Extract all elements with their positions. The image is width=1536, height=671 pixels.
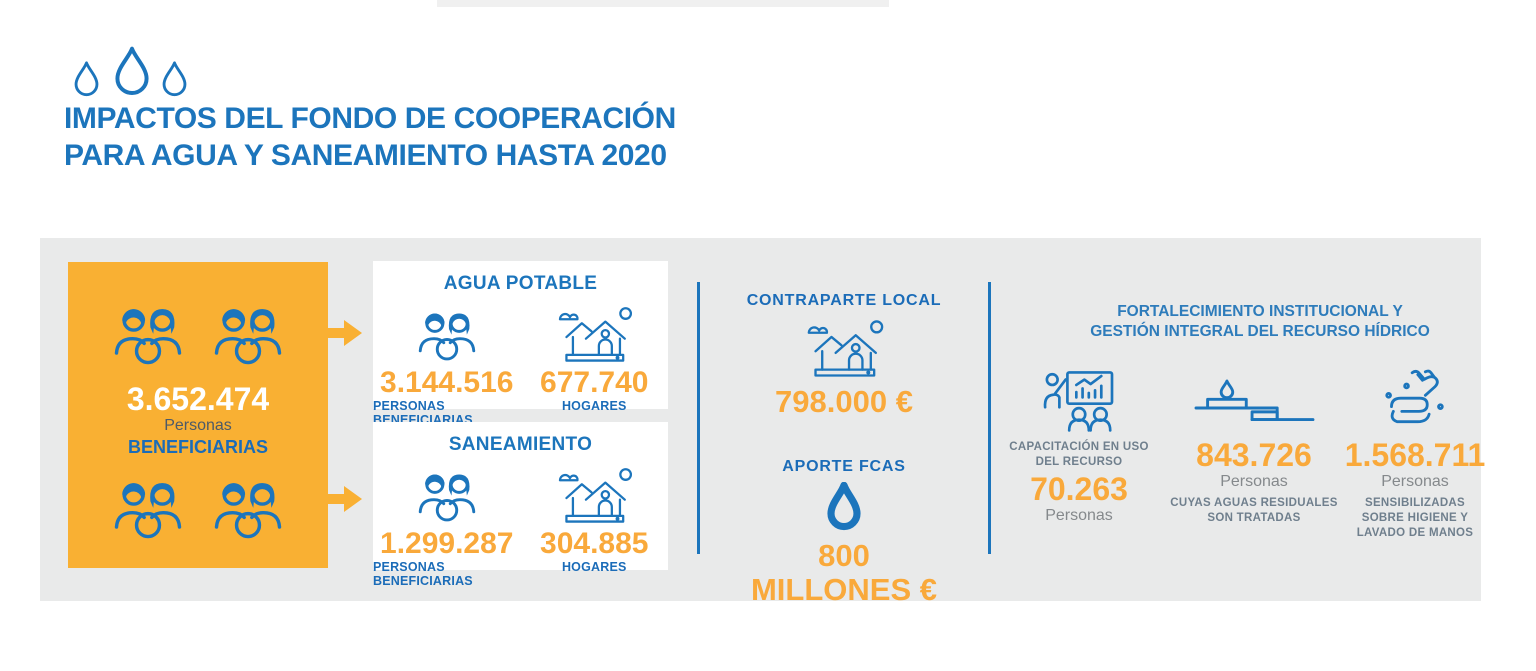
capacitacion-value: 70.263 [1030,471,1128,507]
aguas-tratadas-unit: Personas [1220,473,1288,490]
vertical-divider [697,282,700,554]
saneamiento-hogares-label: HOGARES [561,560,627,574]
family-icon [411,462,483,524]
saneamiento-card: SANEAMIENTO 1.299.287 PERSONAS BENEFICIA… [373,422,668,588]
family-icons-row [106,470,290,542]
aporte-fcas-unit: MILLONES € [750,572,937,607]
impact-panel: 3.652.474 Personas BENEFICIARIAS AGUA PO… [40,238,1485,607]
institutional-section-title: FORTALECIMIENTO INSTITUCIONAL Y GESTIÓN … [1090,303,1430,340]
agua-potable-card: AGUA POTABLE 3.144.516 PERSONAS BENEFICI… [373,261,668,427]
funding-section: CONTRAPARTE LOCAL 798.000 € APORTE FCAS … [700,282,988,607]
beneficiaries-unit: Personas [164,417,232,434]
house-icon [555,462,633,524]
saneamiento-stats: 1.299.287 PERSONAS BENEFICIARIAS 304.885… [373,462,668,588]
saneamiento-personas-value: 1.299.287 [380,527,514,560]
beneficiaries-box: 3.652.474 Personas BENEFICIARIAS [68,262,328,568]
agua-potable-hogares-value: 677.740 [540,366,649,399]
beneficiaries-label: BENEFICIARIAS [127,437,268,457]
house-icon [700,316,988,383]
saneamiento-hogares-value: 304.885 [540,527,649,560]
aguas-tratadas-label: CUYAS AGUAS RESIDUALES SON TRATADAS [1170,497,1338,524]
agua-potable-hogares-label: HOGARES [561,399,627,413]
family-icon [206,296,290,368]
family-icon [106,296,190,368]
capacitacion-label: CAPACITACIÓN EN USO DEL RECURSO [1009,441,1149,468]
saneamiento-hogares-stat: 304.885 HOGARES [521,462,669,588]
sensibilizadas-stat: 1.568.711 Personas SENSIBILIZADAS SOBRE … [1340,366,1490,541]
sensibilizadas-label: SENSIBILIZADAS SOBRE HIGIENE Y LAVADO DE… [1356,497,1474,539]
water-drop-icon [700,482,988,539]
hand-washing-icon [1379,366,1451,436]
sensibilizadas-unit: Personas [1381,473,1449,490]
house-icon [555,301,633,363]
family-icon [106,470,190,542]
vertical-divider [988,282,991,554]
family-icon [206,470,290,542]
capacitacion-unit: Personas [1045,507,1113,524]
right-arrow-icon [324,484,362,514]
training-icon [1040,366,1118,436]
contraparte-local-value: 798.000 € [775,384,913,419]
right-arrow-icon [324,318,362,348]
agua-potable-hogares-stat: 677.740 HOGARES [521,301,669,427]
aguas-tratadas-stat: 843.726 Personas CUYAS AGUAS RESIDUALES … [1168,366,1340,541]
aguas-tratadas-value: 843.726 [1196,437,1312,473]
institutional-stats: CAPACITACIÓN EN USO DEL RECURSO 70.263 P… [990,366,1490,541]
water-drops-icon [74,46,187,97]
top-divider-strip [437,0,889,7]
agua-potable-stats: 3.144.516 PERSONAS BENEFICIARIAS 677.740… [373,301,668,427]
family-icons-row [106,296,290,368]
beneficiaries-total-value: 3.652.474 [126,381,270,417]
sensibilizadas-value: 1.568.711 [1344,437,1486,473]
agua-potable-title: AGUA POTABLE [443,273,598,294]
aporte-fcas-title: APORTE FCAS [782,458,906,475]
aporte-fcas-value: 800 [818,538,870,573]
agua-potable-personas-value: 3.144.516 [380,366,514,399]
saneamiento-title: SANEAMIENTO [448,434,593,455]
page-title: IMPACTOS DEL FONDO DE COOPERACIÓN PARA A… [64,102,676,172]
water-treatment-icon [1185,380,1323,436]
contraparte-local-title: CONTRAPARTE LOCAL [746,292,942,309]
family-icon [411,301,483,363]
saneamiento-personas-stat: 1.299.287 PERSONAS BENEFICIARIAS [373,462,521,588]
saneamiento-personas-label: PERSONAS BENEFICIARIAS [373,560,473,588]
agua-potable-personas-stat: 3.144.516 PERSONAS BENEFICIARIAS [373,301,521,427]
capacitacion-stat: CAPACITACIÓN EN USO DEL RECURSO 70.263 P… [990,366,1168,541]
